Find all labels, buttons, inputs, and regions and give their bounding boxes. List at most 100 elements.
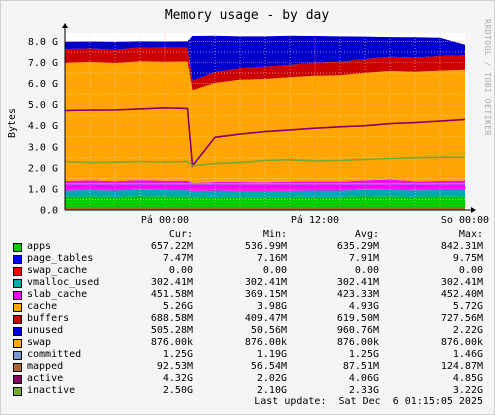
legend-value-max: 124.87M (440, 361, 483, 372)
legend-swatch (13, 375, 22, 384)
legend-swatch (13, 351, 22, 360)
legend-row-committed: committed 1.25G 1.19G 1.25G 1.46G (1, 349, 494, 361)
memory-chart: Memory usage - by day Bytes RRDTOOL / TO… (7, 8, 492, 226)
y-axis-label: Bytes (7, 108, 18, 138)
legend-series-name: swap_cache (27, 265, 88, 276)
legend-value-cur: 302.41M (150, 277, 193, 288)
legend-series-name: apps (27, 241, 52, 252)
legend-value-min: 302.41M (244, 277, 287, 288)
legend-row-mapped: mapped 92.53M 56.54M 87.51M 124.87M (1, 361, 494, 373)
legend-value-max: 1.46G (452, 349, 483, 360)
legend-swatch (13, 291, 22, 300)
header-max: Max: (458, 229, 483, 240)
legend-value-min: 56.54M (250, 361, 287, 372)
legend-value-max: 452.40M (440, 289, 483, 300)
legend-value-cur: 2.50G (162, 385, 193, 396)
series-lines (64, 106, 466, 209)
legend-value-min: 2.02G (256, 373, 287, 384)
legend-value-cur: 876.00k (150, 337, 193, 348)
legend-series-name: swap (27, 337, 52, 348)
legend-value-avg: 4.93G (348, 301, 379, 312)
y-axis-arrow (62, 23, 68, 28)
legend-row-active: active 4.32G 2.02G 4.06G 4.85G (1, 373, 494, 385)
legend-value-max: 2.22G (452, 325, 483, 336)
legend-value-avg: 0.00 (354, 265, 379, 276)
legend-row-swap: swap 876.00k 876.00k 876.00k 876.00k (1, 337, 494, 349)
y-tick-label: 2.0 G (28, 163, 58, 174)
legend-value-avg: 4.06G (348, 373, 379, 384)
x-axis-arrow (471, 207, 476, 213)
legend-value-min: 7.16M (256, 253, 287, 264)
legend-value-min: 876.00k (244, 337, 287, 348)
chart-title: Memory usage - by day (165, 8, 330, 23)
legend-series-name: cache (27, 301, 58, 312)
legend-header: Cur: Min: Avg: Max: (1, 229, 494, 241)
y-tick-label: 8.0 G (28, 37, 58, 48)
x-tick-label: Pá 00:00 (141, 214, 189, 226)
legend-value-cur: 1.25G (162, 349, 193, 360)
legend-value-avg: 2.33G (348, 385, 379, 396)
legend-swatch (13, 255, 22, 264)
header-cur: Cur: (168, 229, 193, 240)
legend-value-cur: 451.58M (150, 289, 193, 300)
legend-series-name: vmalloc_used (27, 277, 100, 288)
legend-value-cur: 7.47M (162, 253, 193, 264)
legend-value-min: 50.56M (250, 325, 287, 336)
legend-row-cache: cache 5.26G 3.98G 4.93G 5.72G (1, 301, 494, 313)
y-tick-label: 5.0 G (28, 100, 58, 111)
last-update: Last update: Sat Dec 6 01:15:05 2025 (254, 396, 483, 407)
y-tick-label: 3.0 G (28, 142, 58, 153)
legend-series-name: page_tables (27, 253, 94, 264)
legend-row-buffers: buffers 688.58M 409.47M 619.50M 727.56M (1, 313, 494, 325)
legend-swatch (13, 363, 22, 372)
axes: 0.0 1.0 G 2.0 G 3.0 G 4.0 G 5.0 G 6.0 G 7.0 G 8.… (28, 23, 489, 226)
legend-value-max: 5.72G (452, 301, 483, 312)
legend-row-swap-cache: swap_cache 0.00 0.00 0.00 0.00 (1, 265, 494, 277)
legend-series-name: active (27, 373, 64, 384)
legend-row-vmalloc-used: vmalloc_used 302.41M 302.41M 302.41M 302.41M (1, 277, 494, 289)
legend-row-apps: apps 657.22M 536.99M 635.29M 842.31M (1, 241, 494, 253)
legend-row-slab-cache: slab_cache 451.58M 369.15M 423.33M 452.40M (1, 289, 494, 301)
legend-value-avg: 7.91M (348, 253, 379, 264)
legend-swatch (13, 267, 22, 276)
legend-series-name: mapped (27, 361, 64, 372)
legend-value-avg: 876.00k (336, 337, 379, 348)
legend-swatch (13, 243, 22, 252)
legend-swatch (13, 327, 22, 336)
legend-swatch (13, 339, 22, 348)
legend-value-avg: 619.50M (336, 313, 379, 324)
legend-value-cur: 5.26G (162, 301, 193, 312)
legend-rows: apps 657.22M 536.99M 635.29M 842.31M page_tab… (1, 241, 494, 397)
y-tick-label: 1.0 G (28, 184, 58, 195)
rrdtool-watermark: RRDTOOL / TOBI OETIKER (483, 19, 492, 136)
legend-row-page-tables: page_tables 7.47M 7.16M 7.91M 9.75M (1, 253, 494, 265)
legend-value-cur: 0.00 (168, 265, 193, 276)
legend-value-min: 536.99M (244, 241, 287, 252)
legend-value-max: 842.31M (440, 241, 483, 252)
x-tick-label: So 00:00 (441, 215, 489, 226)
y-tick-label: 0.0 (40, 206, 58, 217)
legend-value-max: 4.85G (452, 373, 483, 384)
legend-value-cur: 4.32G (162, 373, 193, 384)
legend-value-avg: 87.51M (342, 361, 379, 372)
y-tick-label: 7.0 G (28, 58, 58, 69)
y-tick-label: 6.0 G (28, 79, 58, 90)
legend-value-avg: 1.25G (348, 349, 379, 360)
legend-value-cur: 688.58M (150, 313, 193, 324)
legend-series-name: unused (27, 325, 64, 336)
legend-series-name: inactive (27, 385, 76, 396)
header-min: Min: (262, 229, 287, 240)
line-active (64, 106, 466, 168)
legend-series-name: slab_cache (27, 289, 88, 300)
legend-value-min: 409.47M (244, 313, 287, 324)
legend-value-max: 3.22G (452, 385, 483, 396)
legend-value-max: 727.56M (440, 313, 483, 324)
grid-lines (65, 33, 465, 210)
line-inactive (64, 156, 465, 167)
header-avg: Avg: (354, 229, 379, 240)
legend-value-avg: 960.76M (336, 325, 379, 336)
legend-swatch (13, 279, 22, 288)
legend-table: Cur: Min: Avg: Max: apps 657.22M 536.99M 63… (1, 229, 494, 397)
legend-series-name: buffers (27, 313, 70, 324)
